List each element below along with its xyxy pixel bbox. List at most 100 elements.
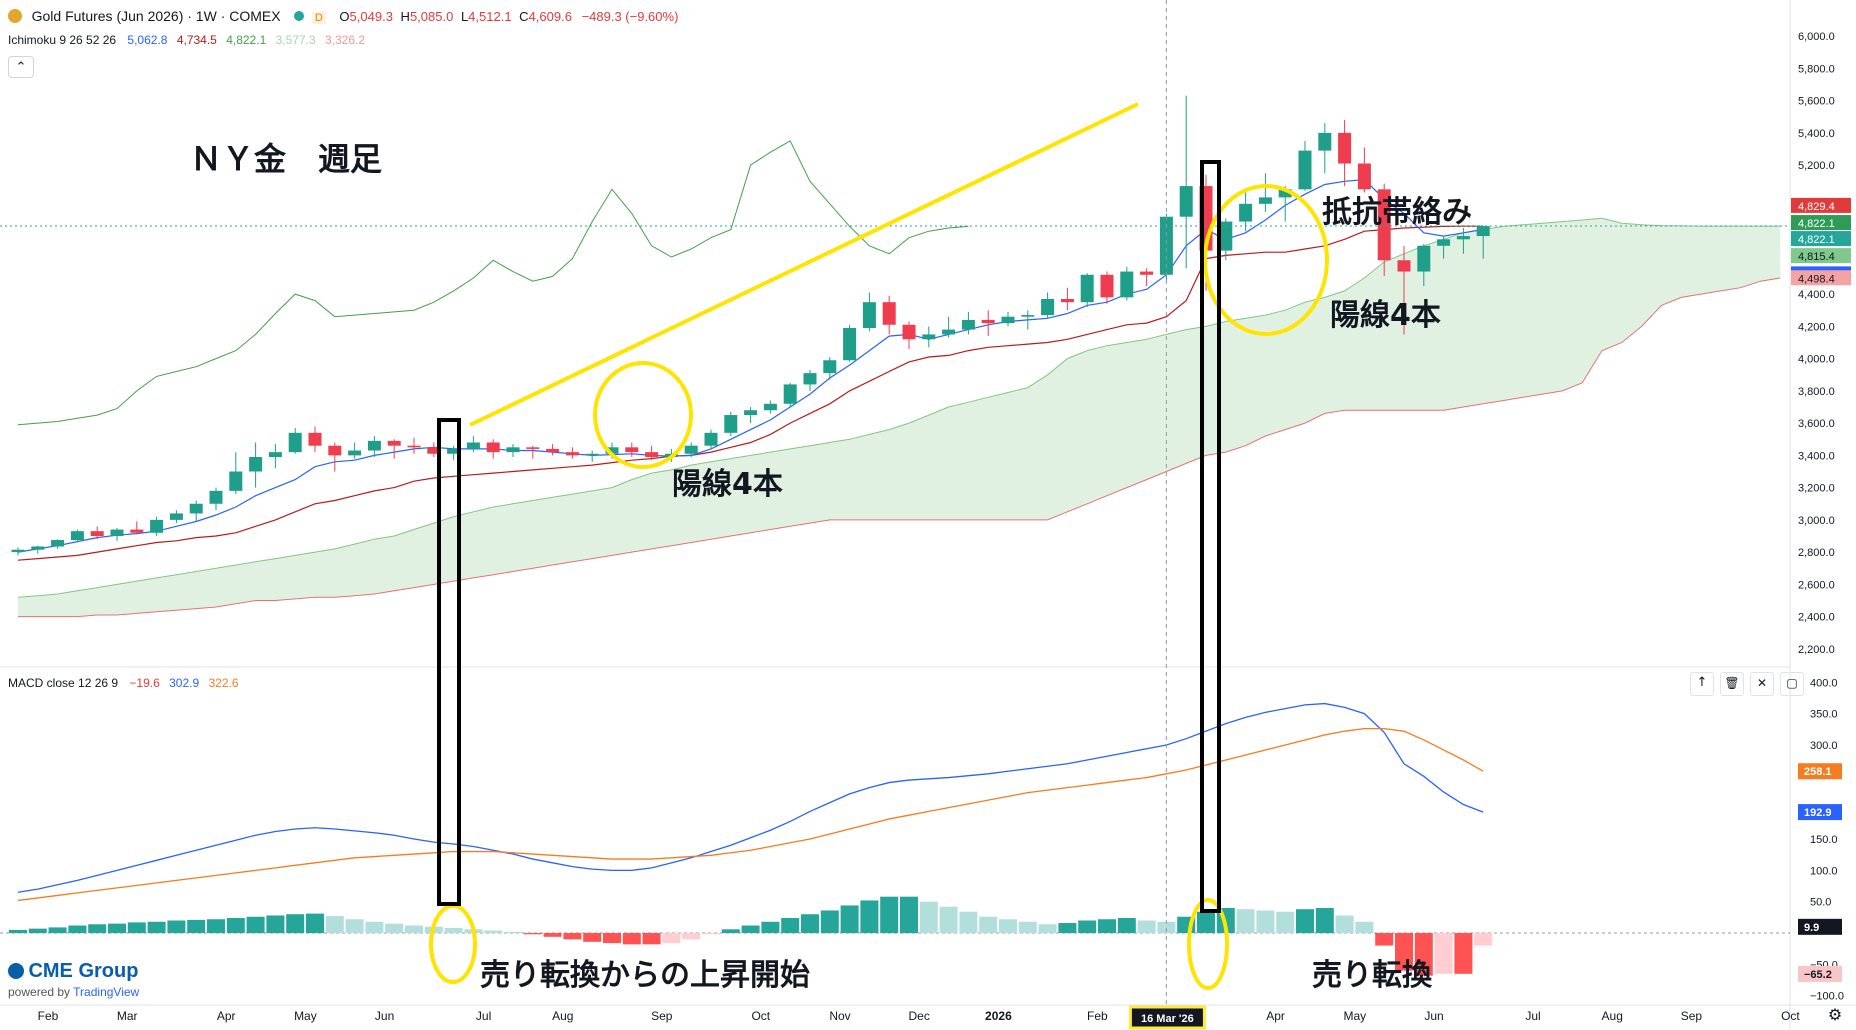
- candle-body[interactable]: [209, 490, 223, 504]
- candle-body[interactable]: [1397, 260, 1411, 272]
- candle-body[interactable]: [882, 302, 896, 325]
- candle-body[interactable]: [1298, 150, 1312, 190]
- macd-badge[interactable]: [1798, 918, 1842, 935]
- candle-body[interactable]: [1219, 221, 1233, 251]
- candle-body[interactable]: [506, 447, 520, 453]
- trash-icon[interactable]: 🗑: [1720, 672, 1744, 696]
- box-sell-turn[interactable]: [1200, 160, 1221, 913]
- candle-body[interactable]: [625, 447, 639, 453]
- candle-body[interactable]: [585, 453, 599, 456]
- candle-body[interactable]: [466, 442, 480, 449]
- price-badge[interactable]: [1791, 197, 1851, 213]
- candle-body[interactable]: [150, 519, 164, 533]
- candle-body[interactable]: [169, 513, 183, 520]
- collapse-icon[interactable]: ✕: [1750, 672, 1774, 696]
- candle-body[interactable]: [981, 319, 995, 324]
- candle-body[interactable]: [546, 448, 560, 453]
- candle-body[interactable]: [1476, 226, 1490, 237]
- price-badge[interactable]: [1791, 215, 1851, 231]
- candle-body[interactable]: [1120, 271, 1134, 298]
- candle-body[interactable]: [902, 324, 916, 340]
- candle-body[interactable]: [229, 471, 243, 491]
- candle-body[interactable]: [1001, 316, 1015, 324]
- candle-body[interactable]: [1100, 274, 1114, 298]
- candle-body[interactable]: [1357, 163, 1371, 190]
- candle-body[interactable]: [1060, 298, 1074, 303]
- candle-body[interactable]: [1258, 197, 1272, 204]
- arrow-up-icon[interactable]: ↑: [1690, 672, 1714, 696]
- fullscreen-icon[interactable]: ▢: [1780, 672, 1804, 696]
- macd-badge[interactable]: [1798, 763, 1842, 780]
- candle-body[interactable]: [961, 319, 975, 330]
- candle-body[interactable]: [407, 445, 421, 448]
- macd-badge[interactable]: [1798, 804, 1842, 821]
- ellipse-sell-to-rise[interactable]: [429, 904, 477, 984]
- candle-body[interactable]: [645, 452, 659, 457]
- candle-body[interactable]: [803, 373, 817, 385]
- candle-body[interactable]: [189, 503, 203, 514]
- ellipse-resistance[interactable]: [1203, 184, 1329, 336]
- candle-body[interactable]: [1377, 189, 1391, 261]
- price-badge[interactable]: [1791, 231, 1851, 247]
- price-badge[interactable]: [1791, 270, 1851, 286]
- candle-body[interactable]: [1021, 315, 1035, 317]
- candle-body[interactable]: [130, 529, 144, 533]
- candle-body[interactable]: [565, 452, 579, 456]
- candle-body[interactable]: [1417, 245, 1431, 272]
- legend-row-macd[interactable]: MACD close 12 26 9 −19.6 302.9 322.6: [8, 676, 239, 690]
- candle-body[interactable]: [605, 447, 619, 454]
- candle-body[interactable]: [684, 445, 698, 454]
- candle-body[interactable]: [427, 447, 441, 454]
- candle-body[interactable]: [447, 448, 461, 454]
- candle-body[interactable]: [823, 360, 837, 374]
- candle-body[interactable]: [922, 334, 936, 340]
- candle-body[interactable]: [1338, 132, 1352, 164]
- candle-body[interactable]: [1041, 298, 1055, 316]
- candle-body[interactable]: [249, 456, 263, 472]
- candle-body[interactable]: [1159, 216, 1173, 275]
- candle-body[interactable]: [763, 403, 777, 411]
- candle-body[interactable]: [90, 531, 104, 536]
- candle-body[interactable]: [843, 327, 857, 361]
- collapse-legend-button[interactable]: ⌃: [8, 56, 34, 78]
- price-badge[interactable]: [1791, 248, 1851, 264]
- candle-body[interactable]: [31, 546, 45, 550]
- candle-body[interactable]: [348, 450, 362, 456]
- candle-body[interactable]: [486, 442, 500, 453]
- box-sell-to-rise[interactable]: [437, 418, 461, 906]
- ellipse-four-bull-left[interactable]: [593, 361, 693, 469]
- candle-body[interactable]: [328, 445, 342, 456]
- candle-body[interactable]: [308, 432, 322, 446]
- candle-body[interactable]: [11, 549, 25, 553]
- candle-body[interactable]: [783, 384, 797, 404]
- candle-body[interactable]: [1318, 132, 1332, 151]
- candle-body[interactable]: [1437, 239, 1451, 246]
- settings-gear-icon[interactable]: ⚙: [1827, 1005, 1843, 1024]
- candle-body[interactable]: [1278, 189, 1292, 198]
- candle-body[interactable]: [110, 529, 124, 536]
- candle-body[interactable]: [1080, 274, 1094, 303]
- candle-body[interactable]: [70, 531, 84, 541]
- candle-body[interactable]: [288, 432, 302, 453]
- trend-line-annotation[interactable]: [469, 102, 1139, 427]
- candle-body[interactable]: [942, 329, 956, 335]
- candle-body[interactable]: [268, 452, 282, 457]
- candle-body[interactable]: [724, 415, 738, 433]
- candle-body[interactable]: [744, 410, 758, 416]
- candle-body[interactable]: [387, 440, 401, 446]
- watermark-tradingview[interactable]: TradingView: [73, 985, 140, 999]
- candle-body[interactable]: [704, 432, 718, 446]
- symbol-title[interactable]: Gold Futures (Jun 2026) · 1W · COMEX: [31, 8, 281, 24]
- macd-badge[interactable]: [1798, 965, 1842, 982]
- candle-body[interactable]: [51, 540, 65, 547]
- crosshair-time-badge[interactable]: [1128, 1005, 1206, 1030]
- candle-body[interactable]: [862, 302, 876, 328]
- candle-body[interactable]: [1179, 186, 1193, 217]
- candle-body[interactable]: [1456, 236, 1470, 240]
- candle-body[interactable]: [526, 447, 540, 449]
- legend-row-ichimoku[interactable]: Ichimoku 9 26 52 26 5,062.8 4,734.5 4,82…: [8, 33, 365, 47]
- candle-body[interactable]: [367, 440, 381, 451]
- candle-body[interactable]: [1140, 271, 1154, 275]
- ellipse-sell-turn[interactable]: [1187, 898, 1229, 990]
